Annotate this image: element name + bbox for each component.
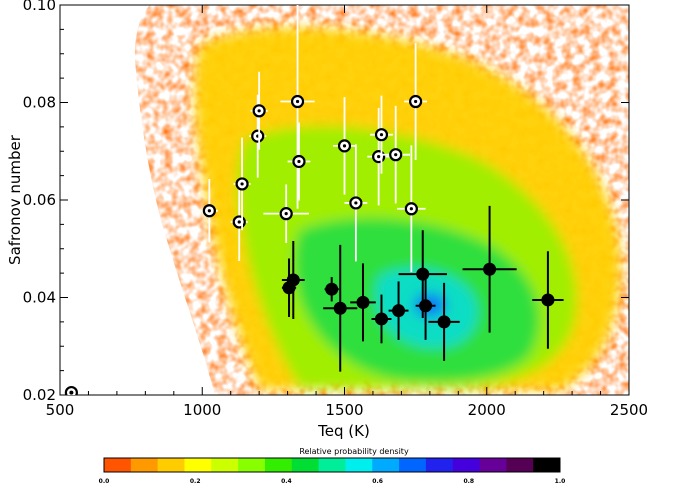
colorbar-cell	[211, 458, 239, 472]
filled-data-point	[371, 294, 392, 344]
open-marker-dot	[394, 153, 398, 157]
filled-data-point	[415, 271, 436, 340]
colorbar-cell	[291, 458, 320, 472]
open-marker-dot	[379, 133, 384, 137]
filled-marker	[333, 301, 347, 315]
x-tick-label: 1000	[183, 401, 221, 419]
colorbar-tick-label: 0.0	[99, 478, 110, 485]
filled-marker	[483, 262, 497, 276]
colorbar-cell	[345, 458, 373, 472]
colorbar-cell	[479, 458, 507, 472]
colorbar-cell	[399, 458, 427, 472]
colorbar-cell	[157, 458, 185, 472]
x-tick-label: 1500	[325, 401, 363, 419]
open-marker-dot	[240, 182, 244, 186]
open-data-point	[250, 71, 268, 150]
open-data-point	[287, 122, 311, 201]
open-marker-dot	[237, 220, 241, 224]
open-marker-dot	[409, 207, 413, 211]
colorbar-cell	[184, 458, 212, 472]
open-data-point	[280, 5, 315, 209]
filled-marker	[419, 299, 433, 313]
y-axis-label: Safronov number	[6, 134, 24, 265]
colorbar-cell	[318, 458, 346, 472]
open-data-point	[230, 182, 248, 261]
open-marker-dot	[297, 159, 301, 164]
colorbar-cell	[533, 458, 561, 472]
filled-data-point	[350, 263, 376, 342]
y-tick-label: 0.10	[23, 0, 56, 14]
colorbar-tick-label: 0.6	[372, 478, 383, 485]
colorbar-cell	[264, 458, 293, 472]
filled-marker	[286, 273, 300, 287]
open-marker-dot	[207, 209, 211, 213]
colorbar-tick-label: 0.8	[463, 478, 474, 485]
colorbar-tick-label: 0.4	[281, 478, 292, 485]
data-points	[64, 5, 564, 395]
filled-marker	[392, 304, 406, 318]
solar-system-marker	[64, 385, 78, 395]
colorbar-cell	[372, 458, 400, 472]
open-data-point	[233, 137, 251, 231]
open-data-point	[200, 179, 218, 243]
open-data-point	[263, 184, 309, 243]
x-tick-label: 2000	[468, 401, 506, 419]
filled-marker	[374, 312, 388, 326]
open-data-point	[381, 105, 410, 204]
filled-data-point	[324, 277, 339, 302]
filled-marker	[416, 267, 430, 281]
open-marker-dot	[295, 99, 300, 104]
x-tick-label: 2500	[610, 401, 648, 419]
x-tick-label: 500	[46, 401, 75, 419]
colorbar-cell	[130, 458, 159, 472]
filled-data-point	[323, 244, 358, 372]
open-marker-dot	[257, 109, 261, 113]
colorbar-cell	[506, 458, 534, 472]
sun-marker-dot	[69, 390, 74, 395]
x-axis: 500 1000 1500 2000 2500	[46, 5, 648, 419]
open-marker-dot	[342, 144, 347, 148]
filled-data-point	[428, 282, 460, 361]
colorbar-cell	[238, 458, 266, 472]
y-tick-label: 0.04	[23, 289, 56, 307]
colorbar-frame	[103, 457, 561, 473]
open-data-point	[344, 144, 368, 262]
colorbar-cell	[104, 458, 132, 472]
open-marker-dot	[354, 201, 358, 205]
colorbar: Relative probability density 0.0 0.2 0.4 0.…	[99, 447, 566, 485]
colorbar-title: Relative probability density	[299, 447, 409, 456]
filled-marker	[541, 293, 555, 307]
colorbar-tick-label: 1.0	[555, 478, 566, 485]
colorbar-cell	[452, 458, 481, 472]
filled-data-point	[462, 205, 517, 333]
filled-marker	[356, 295, 370, 309]
colorbar-cells	[104, 458, 561, 472]
open-data-point	[370, 95, 393, 174]
y-axis: 0.02 0.04 0.06 0.08 0.10	[23, 0, 629, 404]
open-data-point	[397, 145, 426, 273]
colorbar-tick-label: 0.2	[190, 478, 201, 485]
colorbar-cell	[425, 458, 454, 472]
filled-marker	[325, 282, 339, 296]
y-tick-label: 0.02	[23, 386, 56, 404]
filled-data-point	[388, 281, 409, 340]
filled-marker	[437, 315, 451, 329]
y-tick-label: 0.06	[23, 191, 56, 209]
x-axis-label: Teq (K)	[317, 422, 370, 440]
filled-data-point	[532, 251, 564, 349]
open-marker-dot	[377, 155, 381, 159]
filled-data-point	[281, 240, 305, 319]
open-data-point	[333, 97, 356, 195]
open-marker-dot	[414, 99, 418, 104]
colorbar-ticks: 0.0 0.2 0.4 0.6 0.8 1.0	[99, 478, 566, 485]
open-marker-dot	[284, 212, 288, 216]
open-data-point	[404, 43, 428, 161]
y-tick-label: 0.08	[23, 94, 56, 112]
